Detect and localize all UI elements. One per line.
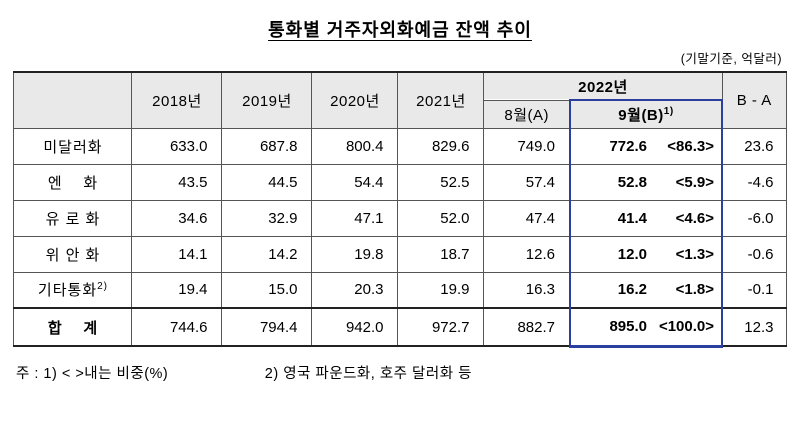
row-label: 합 계 [13, 307, 133, 347]
header-row-2: 8월(A) 9월(B)1) [14, 99, 786, 129]
cell-september-highlighted: 52.8 <5.9> [568, 163, 724, 201]
row-label: 엔 화 [13, 163, 133, 201]
footnote: 주 : 1) < >내는 비중(%) 2) 영국 파운드화, 호주 달러화 등 [16, 362, 800, 383]
footnote-note2: 2) 영국 파운드화, 호주 달러화 등 [264, 365, 472, 382]
cell-diff: -6.0 [721, 199, 787, 237]
header-2022-group: 2022년 [483, 71, 723, 101]
cell-2020: 20.3 [311, 271, 399, 309]
september-value: 52.8 [617, 173, 647, 191]
row-label-text: 미달러화 [43, 138, 103, 156]
table-row-usd: 미달러화 633.0 687.8 800.4 829.6 749.0 772.6… [13, 127, 787, 165]
cell-september-highlighted: 12.0 <1.3> [568, 235, 724, 273]
cell-2018: 43.5 [131, 163, 223, 201]
header-september-label: 9월(B) [618, 106, 664, 124]
cell-august: 749.0 [483, 127, 571, 165]
cell-2019: 44.5 [221, 163, 313, 201]
header-diff: B - A [721, 71, 787, 129]
corner-cell [13, 71, 133, 129]
cell-diff: -0.6 [721, 235, 787, 273]
cell-september-highlighted: 772.6 <86.3> [568, 127, 724, 165]
september-share: <86.3> [667, 137, 714, 155]
header-row-1: 2018년 2019년 2020년 2021년 2022년 B - A [13, 71, 787, 129]
september-value: 16.2 [617, 281, 647, 299]
september-share: <1.3> [675, 245, 714, 263]
cell-2019: 794.4 [221, 307, 313, 347]
row-label-sup: 2) [97, 281, 109, 293]
row-label-text: 유 로 화 [45, 210, 101, 228]
header-august: 8월(A) [483, 99, 571, 129]
cell-2020: 47.1 [311, 199, 399, 237]
page: { "colors": { "highlight_box": "#2b3f9e"… [0, 16, 800, 432]
cell-2019: 32.9 [221, 199, 313, 237]
cell-2018: 19.4 [131, 271, 223, 309]
header-2021: 2021년 [397, 71, 485, 129]
cell-august: 16.3 [483, 271, 571, 309]
row-label-text: 합 계 [47, 319, 99, 337]
table-row-total: 합 계 744.6 794.4 942.0 972.7 882.7 895.0 <… [13, 307, 787, 348]
deposit-table: 2018년 2019년 2020년 2021년 2022년 B - A 8월(A… [13, 71, 787, 348]
header-september-highlighted: 9월(B)1) [568, 99, 724, 129]
table-row-yen: 엔 화 43.5 44.5 54.4 52.5 57.4 52.8 <5.9> -… [13, 163, 787, 201]
cell-2019: 14.2 [221, 235, 313, 273]
row-label: 기타통화2) [13, 271, 133, 309]
cell-2021: 19.9 [397, 271, 485, 309]
row-label-text: 기타통화 [37, 282, 98, 300]
table-row-other: 기타통화2) 19.4 15.0 20.3 19.9 16.3 16.2 <1.8… [13, 271, 787, 309]
cell-2019: 15.0 [221, 271, 313, 309]
cell-september-highlighted: 16.2 <1.8> [568, 271, 724, 309]
cell-2018: 34.6 [131, 199, 223, 237]
september-share: <5.9> [675, 173, 714, 191]
cell-september-highlighted: 895.0 <100.0> [568, 307, 724, 348]
page-title: 통화별 거주자외화예금 잔액 추이 [268, 20, 532, 40]
row-label: 위 안 화 [13, 235, 133, 273]
cell-2020: 800.4 [311, 127, 399, 165]
cell-2018: 14.1 [131, 235, 223, 273]
cell-2020: 942.0 [311, 307, 399, 347]
header-september-footnote-marker: 1) [663, 105, 674, 117]
cell-diff: 23.6 [721, 127, 787, 165]
table-row-yuan: 위 안 화 14.1 14.2 19.8 18.7 12.6 12.0 <1.3>… [13, 235, 787, 273]
cell-2021: 972.7 [397, 307, 485, 347]
september-share: <1.8> [675, 281, 714, 299]
header-2019: 2019년 [221, 71, 313, 129]
table-row-euro: 유 로 화 34.6 32.9 47.1 52.0 47.4 41.4 <4.6>… [13, 199, 787, 237]
cell-diff: -4.6 [721, 163, 787, 201]
cell-2020: 19.8 [311, 235, 399, 273]
cell-august: 882.7 [483, 307, 571, 347]
cell-2020: 54.4 [311, 163, 399, 201]
cell-august: 57.4 [483, 163, 571, 201]
row-label: 미달러화 [13, 127, 133, 165]
header-2020: 2020년 [311, 71, 399, 129]
row-label-text: 엔 화 [47, 174, 99, 192]
row-label: 유 로 화 [13, 199, 133, 237]
cell-2021: 52.0 [397, 199, 485, 237]
unit-note: (기말기준, 억달러) [680, 52, 782, 66]
cell-august: 47.4 [483, 199, 571, 237]
september-share: <4.6> [675, 209, 714, 227]
cell-diff: 12.3 [721, 307, 787, 347]
september-value: 895.0 [609, 318, 647, 336]
cell-2021: 52.5 [397, 163, 485, 201]
cell-2021: 829.6 [397, 127, 485, 165]
september-share: <100.0> [658, 318, 714, 336]
cell-2018: 744.6 [131, 307, 223, 347]
cell-september-highlighted: 41.4 <4.6> [568, 199, 724, 237]
cell-august: 12.6 [483, 235, 571, 273]
september-value: 41.4 [617, 209, 647, 227]
cell-2018: 633.0 [131, 127, 223, 165]
september-value: 772.6 [609, 137, 647, 155]
header-2018: 2018년 [131, 71, 223, 129]
cell-2019: 687.8 [221, 127, 313, 165]
cell-diff: -0.1 [721, 271, 787, 309]
september-value: 12.0 [617, 245, 647, 263]
row-label-text: 위 안 화 [45, 246, 101, 264]
footnote-note1: 주 : 1) < >내는 비중(%) [16, 365, 169, 382]
cell-2021: 18.7 [397, 235, 485, 273]
